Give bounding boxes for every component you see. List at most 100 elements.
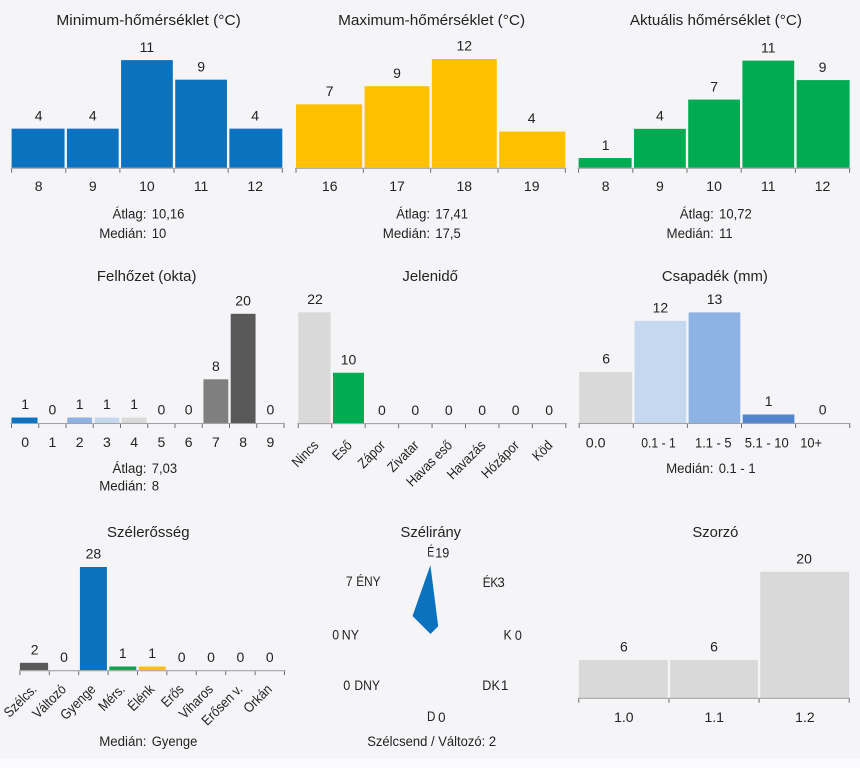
svg-text:10: 10 <box>706 178 722 194</box>
svg-text:20: 20 <box>796 551 812 567</box>
svg-text:Minimum-hőmérséklet (°C): Minimum-hőmérséklet (°C) <box>56 13 241 29</box>
svg-text:Jelenidő: Jelenidő <box>402 269 458 285</box>
svg-text:1: 1 <box>602 137 610 153</box>
svg-text:0: 0 <box>207 649 215 665</box>
svg-text:1: 1 <box>148 645 156 661</box>
svg-text:Medián:: Medián: <box>99 226 146 241</box>
svg-text:1: 1 <box>49 434 57 450</box>
svg-text:6: 6 <box>710 639 718 655</box>
svg-text:Maximum-hőmérséklet (°C): Maximum-hőmérséklet (°C) <box>338 13 525 29</box>
svg-text:0: 0 <box>266 649 274 665</box>
svg-text:Medián:: Medián: <box>99 479 146 494</box>
svg-text:0: 0 <box>49 402 57 418</box>
svg-text:Aktuális hőmérséklet (°C): Aktuális hőmérséklet (°C) <box>630 13 802 29</box>
svg-text:0: 0 <box>515 627 522 643</box>
svg-text:7: 7 <box>212 434 220 450</box>
svg-text:3: 3 <box>497 574 505 590</box>
svg-text:7: 7 <box>346 573 353 589</box>
svg-text:0: 0 <box>819 402 827 418</box>
svg-text:4: 4 <box>35 107 43 123</box>
svg-text:8: 8 <box>152 479 159 494</box>
svg-text:0: 0 <box>185 402 193 418</box>
svg-text:4: 4 <box>656 108 664 124</box>
svg-text:0: 0 <box>512 402 520 418</box>
svg-text:28: 28 <box>86 546 102 562</box>
svg-text:13: 13 <box>707 291 723 307</box>
svg-text:1: 1 <box>21 396 29 412</box>
svg-text:17,5: 17,5 <box>435 226 460 241</box>
svg-text:11: 11 <box>140 39 155 55</box>
svg-text:1: 1 <box>76 396 84 412</box>
svg-text:20: 20 <box>235 293 251 309</box>
svg-text:4: 4 <box>130 434 138 450</box>
svg-text:ÉNY: ÉNY <box>356 573 381 589</box>
svg-text:0.0: 0.0 <box>586 434 606 450</box>
svg-text:0: 0 <box>343 677 350 693</box>
svg-text:2: 2 <box>76 434 84 450</box>
svg-text:19: 19 <box>435 545 449 561</box>
svg-text:9: 9 <box>267 434 275 450</box>
svg-text:1: 1 <box>765 393 773 409</box>
svg-text:9: 9 <box>197 58 205 74</box>
svg-text:8: 8 <box>35 178 43 194</box>
svg-text:10: 10 <box>139 178 155 194</box>
svg-text:10,72: 10,72 <box>719 206 752 221</box>
svg-text:0: 0 <box>21 434 29 450</box>
svg-text:Átlag:: Átlag: <box>396 206 430 221</box>
svg-text:Átlag:: Átlag: <box>113 461 147 476</box>
svg-text:Szorzó: Szorzó <box>692 525 738 541</box>
svg-text:ÉK: ÉK <box>483 574 499 590</box>
svg-text:Átlag:: Átlag: <box>113 206 147 221</box>
svg-text:Szélerősség: Szélerősség <box>107 525 190 541</box>
svg-text:2: 2 <box>31 642 39 658</box>
svg-text:1: 1 <box>103 396 111 412</box>
svg-text:Medián:: Medián: <box>99 734 146 749</box>
svg-text:8: 8 <box>212 358 220 374</box>
svg-text:9: 9 <box>656 178 664 194</box>
svg-text:0.1 - 1: 0.1 - 1 <box>641 434 676 450</box>
svg-text:10: 10 <box>152 226 167 241</box>
svg-text:1.1: 1.1 <box>704 709 724 725</box>
svg-text:12: 12 <box>653 300 669 316</box>
svg-text:9: 9 <box>819 59 827 75</box>
svg-text:4: 4 <box>251 107 259 123</box>
svg-text:0: 0 <box>438 709 446 725</box>
svg-text:DNY: DNY <box>354 677 380 693</box>
svg-text:D: D <box>427 708 436 724</box>
svg-text:0: 0 <box>178 649 186 665</box>
svg-text:DK: DK <box>482 677 500 693</box>
svg-text:Szélcsend / Változó: 2: Szélcsend / Változó: 2 <box>367 733 496 749</box>
svg-text:19: 19 <box>524 178 540 194</box>
svg-text:22: 22 <box>307 291 323 307</box>
svg-text:17: 17 <box>389 178 405 194</box>
svg-text:11: 11 <box>761 39 776 55</box>
svg-text:12: 12 <box>457 38 473 54</box>
svg-text:10+: 10+ <box>800 434 822 450</box>
svg-text:18: 18 <box>457 178 473 194</box>
svg-text:9: 9 <box>89 178 97 194</box>
svg-text:6: 6 <box>185 434 193 450</box>
svg-text:0: 0 <box>545 402 553 418</box>
svg-text:0: 0 <box>60 649 68 665</box>
svg-text:1: 1 <box>501 677 509 693</box>
svg-text:0: 0 <box>378 402 386 418</box>
svg-text:Felhőzet (okta): Felhőzet (okta) <box>97 269 197 285</box>
svg-text:16: 16 <box>322 178 338 194</box>
svg-text:17,41: 17,41 <box>435 206 468 221</box>
svg-text:É: É <box>427 543 434 559</box>
svg-text:8: 8 <box>239 434 247 450</box>
svg-text:11: 11 <box>761 178 776 194</box>
svg-text:K: K <box>504 626 513 642</box>
svg-text:0: 0 <box>237 649 245 665</box>
svg-text:11: 11 <box>194 178 209 194</box>
svg-text:5.1 - 10: 5.1 - 10 <box>745 434 789 450</box>
svg-text:NY: NY <box>342 626 360 642</box>
svg-text:1.2: 1.2 <box>795 709 815 725</box>
svg-text:1: 1 <box>130 396 138 412</box>
svg-text:0: 0 <box>158 402 166 418</box>
svg-text:11: 11 <box>719 226 733 241</box>
svg-text:6: 6 <box>620 639 628 655</box>
svg-text:7: 7 <box>710 78 718 94</box>
svg-text:1.1 - 5: 1.1 - 5 <box>695 434 732 450</box>
svg-text:Gyenge: Gyenge <box>152 734 198 749</box>
